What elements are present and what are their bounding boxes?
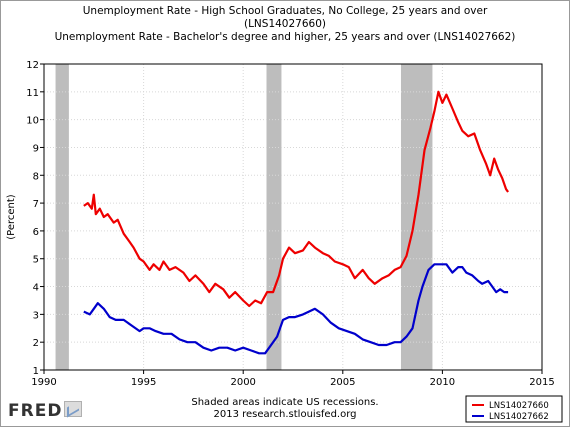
y-tick-label: 5 (33, 255, 39, 266)
y-tick-label: 11 (26, 88, 39, 99)
series-line-LNS14027660 (83, 90, 509, 308)
y-tick-label: 7 (33, 199, 39, 210)
title-line: Unemployment Rate - Bachelor's degree an… (55, 31, 516, 43)
fred-logo-text: FRED (8, 401, 63, 421)
recession-band (400, 64, 433, 370)
y-tick-label: 8 (33, 171, 39, 182)
series-line-LNS14027662 (83, 263, 509, 355)
recession-band (266, 64, 282, 370)
y-tick-label: 6 (33, 227, 39, 238)
recession-shading (55, 64, 433, 370)
y-axis-label: (Percent) (6, 194, 17, 240)
y-tick-label: 3 (33, 310, 39, 321)
fred-logo[interactable]: FRED (8, 400, 83, 421)
series-lines (83, 90, 509, 355)
y-tick-label: 10 (26, 116, 39, 127)
x-tick-label: 2000 (230, 377, 255, 388)
x-axis-ticks: 1990 1995 2000 2005 2010 2015 (31, 370, 555, 388)
chart-title: Unemployment Rate - High School Graduate… (55, 5, 516, 43)
y-tick-label: 2 (33, 338, 39, 349)
title-line: Unemployment Rate - High School Graduate… (83, 5, 488, 17)
plot-area (43, 63, 543, 371)
title-line: (LNS14027660) (244, 18, 326, 30)
y-tick-label: 9 (33, 143, 39, 154)
y-tick-label: 4 (33, 283, 39, 294)
x-tick-label: 2010 (430, 377, 455, 388)
recession-band (55, 64, 69, 370)
legend-box (465, 395, 563, 423)
footnote-line: 2013 research.stlouisfed.org (213, 409, 356, 420)
legend-label: LNS14027660 (489, 401, 549, 411)
x-tick-label: 1995 (131, 377, 156, 388)
x-tick-label: 1990 (31, 377, 56, 388)
footnote-line: Shaded areas indicate US recessions. (191, 397, 378, 408)
chart-icon (64, 400, 83, 418)
y-tick-label: 12 (26, 60, 39, 71)
y-tick-label: 1 (33, 366, 39, 377)
x-tick-label: 2015 (529, 377, 554, 388)
x-tick-label: 2005 (330, 377, 355, 388)
grid (43, 63, 543, 371)
legend-label: LNS14027662 (489, 412, 549, 422)
footnote: Shaded areas indicate US recessions.2013… (191, 397, 378, 420)
